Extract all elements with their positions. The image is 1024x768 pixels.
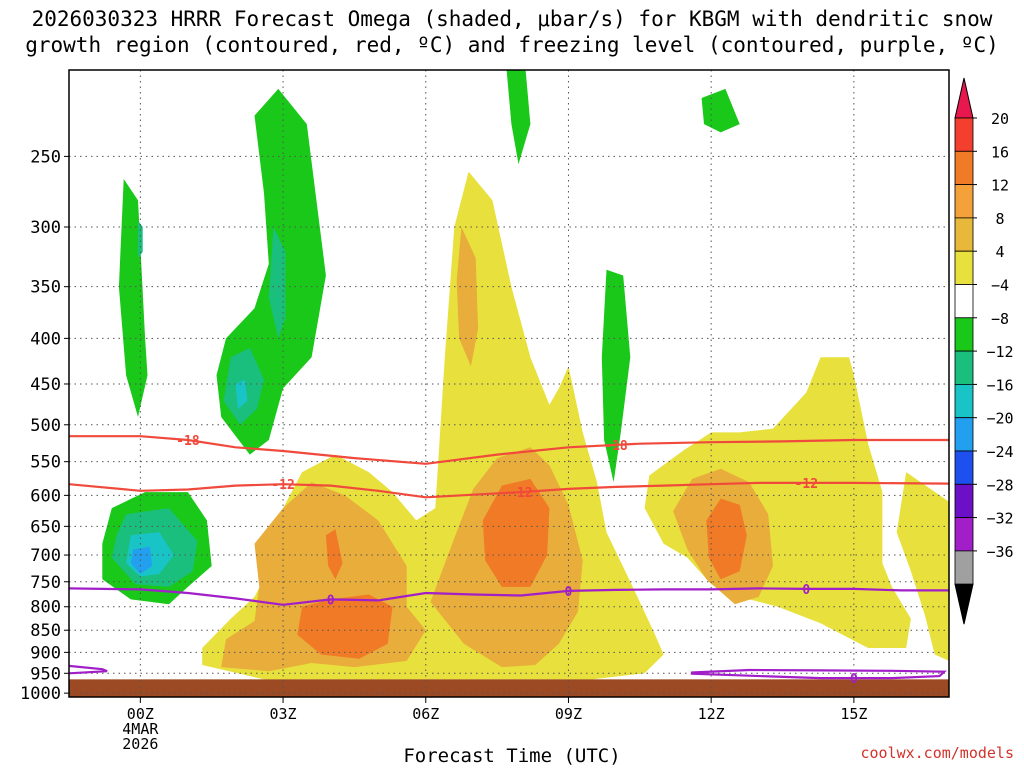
omega-region-23 bbox=[706, 498, 747, 580]
y-tick-label-800: 800 bbox=[30, 598, 61, 618]
colorbar-label-7: −12 bbox=[986, 343, 1013, 361]
y-tick-label-1000: 1000 bbox=[20, 684, 61, 704]
ground-below-surface bbox=[69, 679, 949, 697]
colorbar-label-2: 12 bbox=[991, 177, 1009, 195]
y-tick-label-400: 400 bbox=[30, 329, 61, 349]
colorbar-segment-5 bbox=[954, 250, 974, 285]
colorbar-legend: 20 16 12 8 4 −4 −8 −12 −16 −20 −24 −28 −32 −36 bbox=[954, 77, 1014, 625]
omega-region-11 bbox=[601, 269, 631, 483]
colorbar-top-arrow bbox=[954, 77, 974, 119]
source-credit: coolwx.com/models bbox=[860, 744, 1014, 762]
y-tick-label-600: 600 bbox=[30, 486, 61, 506]
colorbar-label-12: −32 bbox=[986, 510, 1013, 528]
dgz-label-0: -18 bbox=[176, 434, 200, 449]
colorbar-label-1: 16 bbox=[991, 143, 1009, 161]
colorbar-label-9: −20 bbox=[986, 410, 1013, 428]
freezing-contour-4 bbox=[68, 664, 108, 675]
y-tick-label-650: 650 bbox=[30, 517, 61, 537]
colorbar-label-4: 4 bbox=[995, 243, 1004, 261]
freezing-label-1: 0 bbox=[565, 585, 573, 600]
omega-region-12 bbox=[701, 88, 740, 133]
colorbar-segment-1 bbox=[954, 117, 974, 152]
freezing-label-3: 0 bbox=[850, 672, 858, 687]
colorbar-label-3: 8 bbox=[995, 210, 1004, 228]
colorbar-label-13: −36 bbox=[986, 543, 1013, 561]
colorbar-segment-10 bbox=[954, 417, 974, 452]
y-tick-label-450: 450 bbox=[30, 375, 61, 395]
colorbar-label-5: −4 bbox=[991, 277, 1009, 295]
colorbar-bottom-arrow bbox=[954, 583, 974, 625]
colorbar-label-8: −16 bbox=[986, 376, 1013, 394]
omega-region-18 bbox=[456, 227, 479, 367]
title-line-1: 2026030323 HRRR Forecast Omega (shaded, … bbox=[31, 7, 993, 31]
dgz-label-3: -12 bbox=[509, 486, 532, 501]
x-tick-label-3: 03Z bbox=[270, 705, 297, 723]
colorbar-segment-3 bbox=[954, 184, 974, 219]
x-tick-label-9: 09Z bbox=[555, 705, 582, 723]
freezing-label-0: 0 bbox=[327, 593, 335, 608]
contour-lines: -18 -18 -12 -12 -12 0 0 0 0 bbox=[68, 434, 950, 687]
omega-region-0 bbox=[118, 179, 148, 417]
colorbar-segment-9 bbox=[954, 383, 974, 419]
y-tick-label-550: 550 bbox=[30, 453, 61, 473]
dgz-contour-0 bbox=[69, 435, 949, 465]
y-tick-label-500: 500 bbox=[30, 416, 61, 436]
x-tick-sublabel-1: 2026 bbox=[122, 735, 158, 753]
y-axis-pressure: 2503003504004505005506006507007508008509… bbox=[20, 147, 69, 704]
omega-region-5 bbox=[235, 379, 248, 409]
colorbar-segment-7 bbox=[954, 317, 974, 352]
colorbar-label-11: −28 bbox=[986, 476, 1013, 494]
x-tick-label-15: 15Z bbox=[840, 705, 867, 723]
y-tick-label-250: 250 bbox=[30, 147, 61, 167]
dgz-label-2: -12 bbox=[271, 478, 294, 493]
colorbar-segment-2 bbox=[954, 150, 974, 186]
colorbar-segment-4 bbox=[954, 217, 974, 252]
omega-region-15 bbox=[896, 472, 949, 661]
freezing-contour-0 bbox=[68, 587, 949, 606]
y-tick-label-750: 750 bbox=[30, 573, 61, 593]
colorbar-segment-12 bbox=[954, 483, 974, 518]
colorbar-label-0: 20 bbox=[991, 110, 1009, 128]
colorbar-segment-11 bbox=[954, 450, 974, 485]
omega-shading bbox=[102, 70, 949, 680]
y-tick-label-950: 950 bbox=[30, 664, 61, 684]
chart-title: 2026030323 HRRR Forecast Omega (shaded, … bbox=[0, 6, 1024, 58]
dgz-label-1: -18 bbox=[604, 439, 628, 454]
omega-region-22 bbox=[482, 478, 550, 587]
colorbar-label-10: −24 bbox=[986, 443, 1013, 461]
y-tick-label-350: 350 bbox=[30, 278, 61, 298]
omega-region-1 bbox=[138, 220, 143, 258]
dgz-contour-2 bbox=[68, 481, 950, 499]
omega-region-21 bbox=[325, 529, 343, 580]
dgz-label-4: -12 bbox=[795, 477, 818, 492]
omega-region-9 bbox=[130, 546, 153, 574]
y-tick-label-700: 700 bbox=[30, 546, 61, 566]
x-axis-title: Forecast Time (UTC) bbox=[403, 745, 621, 767]
omega-region-20 bbox=[297, 594, 393, 659]
y-tick-label-300: 300 bbox=[30, 218, 61, 238]
gridlines bbox=[69, 70, 949, 697]
colorbar-segment-13 bbox=[954, 517, 974, 552]
y-tick-label-900: 900 bbox=[30, 643, 61, 663]
colorbar-segment-8 bbox=[954, 350, 974, 385]
x-tick-sublabel-0: 4MAR bbox=[122, 720, 159, 738]
x-tick-label-0: 00Z bbox=[127, 705, 154, 723]
colorbar-segment-14 bbox=[954, 550, 974, 585]
x-tick-label-12: 12Z bbox=[698, 705, 725, 723]
freezing-label-2: 0 bbox=[802, 583, 810, 598]
x-tick-label-6: 06Z bbox=[412, 705, 439, 723]
omega-region-10 bbox=[506, 70, 531, 165]
ground-fill bbox=[69, 679, 949, 697]
colorbar-label-6: −8 bbox=[991, 310, 1009, 328]
title-line-2: growth region (contoured, red, ºC) and f… bbox=[25, 33, 999, 57]
freezing-contour-3 bbox=[690, 668, 947, 680]
omega-region-3 bbox=[268, 227, 286, 339]
colorbar-segment-6 bbox=[954, 284, 974, 319]
y-tick-label-850: 850 bbox=[30, 621, 61, 641]
